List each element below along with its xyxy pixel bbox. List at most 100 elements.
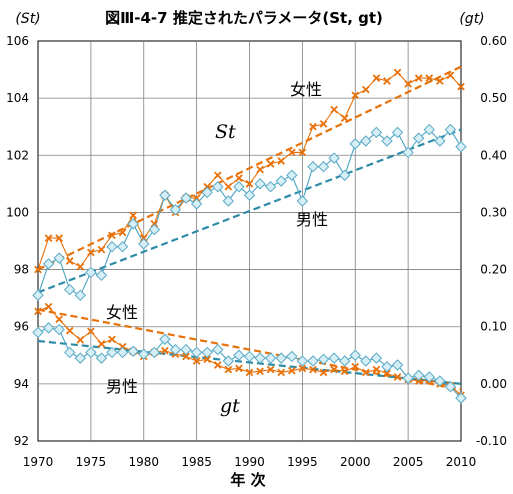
data-point [222,355,235,367]
y-right-tick-label: 0.60 [480,34,507,48]
data-point [412,132,425,144]
data-point [264,352,277,364]
data-point [116,241,129,253]
data-point [42,322,55,334]
data-point [254,178,266,190]
data-point [116,346,129,359]
data-point [370,352,383,364]
data-point [148,346,161,359]
data-point [55,315,63,324]
data-point [328,152,340,164]
data-point [159,189,171,201]
data-point [361,368,370,377]
chart-title: 図Ⅲ-4-7 推定されたパラメータ(St, gt) [105,9,383,27]
y-right-tick-label: 0.10 [480,320,507,334]
data-point [245,368,254,377]
x-tick-label: 2005 [393,455,424,469]
data-point [44,234,53,242]
data-point [203,355,212,364]
data-point [455,141,467,153]
data-point [404,80,412,88]
data-point [309,122,317,131]
data-point [44,302,53,311]
data-point [425,74,434,82]
data-point [159,333,171,345]
data-point [319,368,328,377]
data-point [330,365,338,374]
data-point [391,359,404,371]
data-point [351,362,360,371]
y-right-tick-label: 0.00 [480,377,507,391]
data-point [351,91,360,100]
data-point [212,181,224,193]
y-right-tick-label: 0.20 [480,263,507,277]
data-point [127,218,139,230]
series-markers [32,68,467,404]
data-point [64,283,76,296]
data-point [381,135,393,147]
data-point [180,192,192,204]
data-point [457,82,465,91]
data-point [97,245,106,254]
data-point [349,138,361,150]
y-right-tick-label: -0.10 [476,434,507,448]
y-left-tick-label: 100 [6,205,29,219]
data-point [360,135,372,147]
data-point [182,352,190,361]
data-point [65,326,74,335]
data-point [108,231,116,240]
data-point [224,182,233,191]
data-point [296,195,309,207]
data-point [118,342,127,351]
data-point [349,349,361,361]
y-right-tick-label: 0.30 [480,205,507,219]
data-point [42,258,55,270]
data-point [34,265,42,274]
data-point [307,355,319,367]
data-point [76,262,85,271]
data-point [338,169,351,181]
y-left-tick-label: 94 [14,377,29,391]
data-point [233,349,245,361]
data-point [243,189,256,201]
data-point [256,165,264,174]
data-point [139,234,148,242]
data-point [213,171,222,180]
y-left-tick-label: 98 [14,263,29,277]
data-point [169,203,182,216]
data-point [434,135,446,147]
data-point [95,269,108,281]
data-point [434,375,446,387]
data-point [108,335,116,344]
data-point [307,161,319,173]
data-point [381,361,393,373]
data-point [213,361,222,369]
y-left-tick-label: 92 [14,434,29,448]
data-point [180,343,192,356]
data-point [85,346,97,359]
data-point [412,369,425,381]
data-point [414,377,423,385]
data-point [298,148,307,157]
data-point [286,169,298,181]
data-point [138,238,150,250]
data-point [74,352,87,364]
x-tick-label: 1980 [128,455,159,469]
data-point [127,345,139,357]
data-point [330,105,338,114]
x-tick-label: 1995 [287,455,318,469]
data-point [161,346,169,355]
y-left-tick-label: 96 [14,320,29,334]
trend-line [37,339,462,385]
trend-line [37,128,462,294]
data-point [317,161,330,173]
data-point [190,198,203,210]
label-st: St [215,121,236,143]
data-point [287,148,296,157]
data-point [383,369,391,378]
data-point [76,336,85,344]
data-point [319,120,328,128]
label-male-lower: 男性 [106,377,138,396]
data-point [266,160,275,168]
x-axis-label: 年 次 [230,471,265,489]
